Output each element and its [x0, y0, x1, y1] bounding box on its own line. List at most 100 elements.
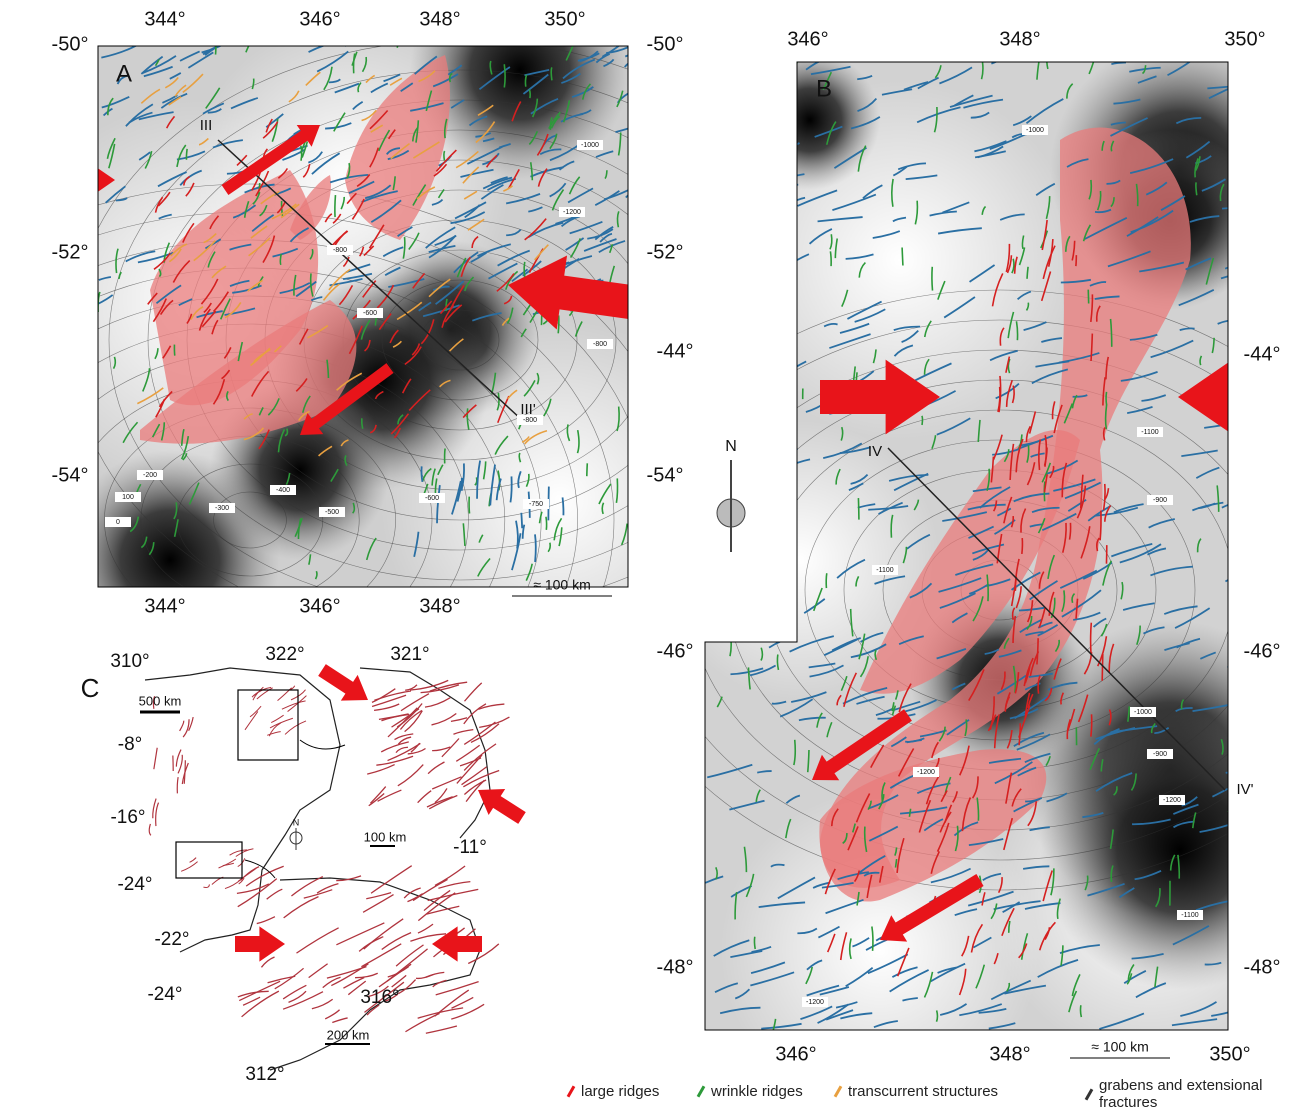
fault-line [325, 1010, 339, 1019]
fault-line [257, 917, 275, 924]
legend-label: grabens and extensional fractures [1099, 1077, 1284, 1111]
label: -52° [647, 241, 684, 263]
fault-line [252, 689, 264, 697]
fault-line [177, 777, 178, 793]
fault-line [766, 143, 800, 160]
fault-line [766, 380, 768, 403]
fault-line [335, 195, 336, 217]
fault-line [790, 250, 795, 272]
fault-line [464, 704, 486, 724]
fault-line [359, 937, 383, 952]
label: -1000 [1134, 709, 1152, 716]
label: -8° [118, 734, 143, 755]
label: -44° [1244, 343, 1281, 365]
label: -46° [1244, 640, 1281, 662]
fault-line [760, 559, 769, 581]
fault-line [558, 315, 559, 333]
fault-line [215, 40, 216, 54]
fault-line [718, 56, 722, 66]
fault-line [362, 418, 363, 428]
fault-line [748, 317, 753, 329]
fault-line [282, 701, 306, 709]
fault-line [783, 392, 785, 400]
fault-line [452, 997, 474, 1008]
fault-line [1225, 262, 1258, 269]
fault-line [446, 299, 447, 311]
fault-line [283, 985, 306, 999]
label: 100 [122, 494, 134, 501]
label: -1200 [563, 209, 581, 216]
fault-line [444, 151, 445, 161]
fault-line [896, 859, 897, 868]
inset-connector [300, 740, 345, 749]
label: -900 [1153, 751, 1167, 758]
fault-line [563, 497, 564, 515]
label: -1000 [581, 142, 599, 149]
fault-line [711, 81, 734, 88]
legend-item: wrinkle ridges [695, 1083, 803, 1100]
inset-box [238, 690, 298, 760]
label: IV' [1236, 781, 1253, 798]
page: {"panels":[ {"label":"A","top_ticks":["3… [0, 0, 1298, 1114]
fault-line [1106, 392, 1107, 405]
fault-line [331, 964, 368, 986]
label: -600 [425, 495, 439, 502]
label: -1200 [1163, 797, 1181, 804]
legend-swatch [567, 1086, 576, 1098]
label: 312° [245, 1064, 284, 1085]
label: -11° [453, 837, 487, 858]
fault-line [826, 573, 827, 588]
fault-line [453, 730, 473, 735]
fault-line [504, 64, 505, 87]
label: -800 [523, 417, 537, 424]
fault-line [429, 796, 457, 809]
label: -400 [276, 487, 290, 494]
label: -1100 [1181, 912, 1198, 919]
inset-box [176, 842, 242, 878]
legend-swatch [1085, 1088, 1094, 1100]
stress-arrow [318, 664, 368, 701]
fault-line [1102, 654, 1103, 681]
label: 500 km [139, 693, 182, 708]
fault-line [722, 485, 742, 492]
label: -800 [333, 247, 347, 254]
fault-line [756, 185, 799, 190]
label: 321° [390, 644, 429, 665]
fault-line [203, 884, 209, 887]
fault-line [426, 972, 445, 977]
label: A [116, 60, 132, 87]
label: -750 [529, 501, 543, 508]
label: 344° [144, 8, 185, 30]
label: 316° [360, 987, 399, 1008]
fault-line [750, 496, 752, 520]
fault-line [756, 87, 757, 97]
label: 0 [116, 519, 120, 526]
label: 346° [787, 28, 828, 50]
fault-line [451, 718, 467, 722]
fault-line [737, 422, 754, 426]
label: 348° [419, 595, 460, 617]
fault-line [355, 973, 378, 977]
legend-item: large ridges [565, 1083, 659, 1100]
legend-label: large ridges [581, 1083, 659, 1100]
stress-arrow [478, 789, 526, 824]
label: -1000 [1026, 127, 1044, 134]
fault-line [755, 300, 791, 312]
fault-line [749, 599, 780, 602]
fault-line [381, 742, 409, 752]
fault-line [1091, 714, 1092, 736]
label: 322° [265, 644, 304, 665]
fault-line [398, 765, 423, 786]
fault-line [397, 25, 402, 48]
fault-line [750, 607, 787, 612]
label: -24° [117, 874, 152, 895]
label: 350° [544, 8, 585, 30]
fault-line [149, 824, 151, 835]
fault-line [445, 449, 446, 464]
label: -500 [325, 509, 339, 516]
fault-line [428, 762, 444, 774]
label: -50° [647, 33, 684, 55]
label: -52° [52, 241, 89, 263]
fault-line [238, 858, 245, 866]
label: -1200 [917, 769, 935, 776]
